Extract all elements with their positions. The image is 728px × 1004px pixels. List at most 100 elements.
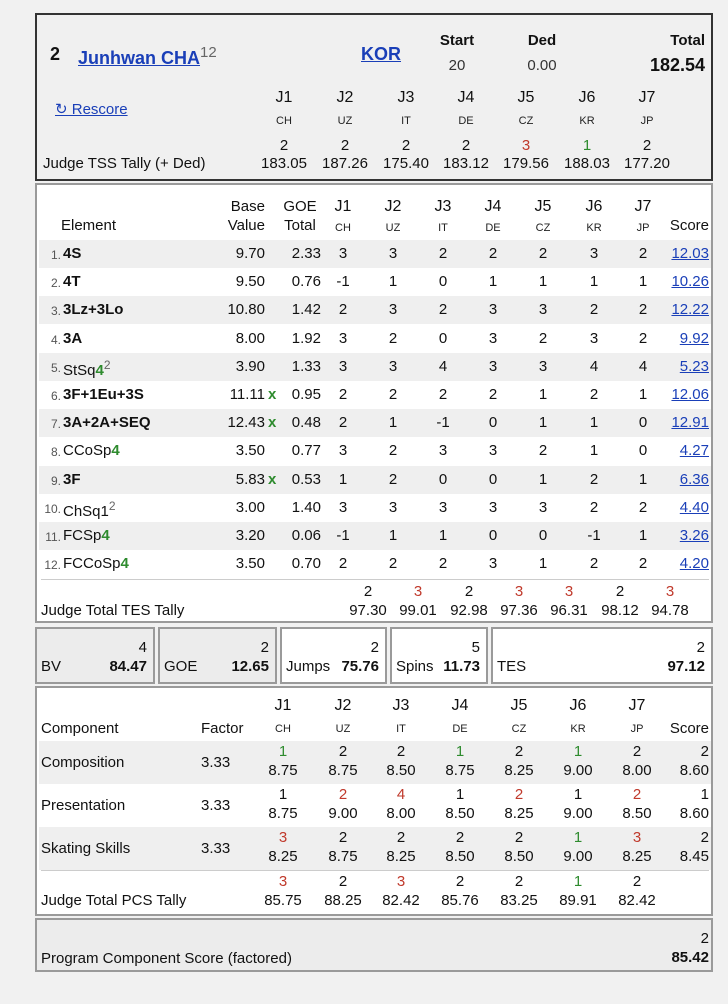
pc-judge-id-2: J2: [334, 697, 352, 714]
skater-rank: 2: [50, 44, 61, 64]
element-number: 8.: [50, 445, 61, 460]
tss-value-6: 188.03: [564, 155, 610, 172]
summary-value: 75.76: [341, 658, 379, 675]
element-judge-score-1: -1: [336, 527, 350, 544]
tss-value-3: 175.40: [383, 155, 429, 172]
element-name: 3A+2A+SEQ: [63, 414, 151, 431]
element-score-link[interactable]: 12.22: [671, 301, 709, 319]
pcs-value-6: 89.91: [559, 892, 597, 909]
element-base-value: 5.83: [235, 470, 265, 488]
element-score-link[interactable]: 4.20: [679, 555, 709, 573]
element-score-link[interactable]: 4.40: [679, 498, 709, 516]
component-judge-value-5: 8.50: [504, 848, 534, 865]
pcs-value-1: 85.75: [264, 892, 302, 909]
pc-judge-nat-5: CZ: [511, 723, 527, 735]
element-name: FCCoSp4: [63, 555, 129, 572]
component-header: Component: [41, 720, 119, 737]
total-value: 182.54: [649, 55, 705, 75]
element-code: 3Lz+3Lo: [63, 301, 124, 319]
judge-id-1: J1: [275, 89, 293, 106]
skater-name-link[interactable]: Junhwan CHA: [78, 48, 201, 68]
pcs-value-5: 83.25: [500, 892, 538, 909]
summary-line: Jumps 75.76: [286, 658, 379, 675]
element-judge-score-3: 4: [438, 357, 448, 375]
skater-header: 2 Junhwan CHA12 KOR Start 20 Ded 0.00 To…: [35, 13, 713, 181]
element-judge-score-7: 2: [638, 555, 648, 573]
summary-value: 84.47: [109, 658, 147, 675]
judge-id-5: J5: [517, 89, 535, 106]
el-judge-nat-6: KR: [586, 222, 602, 234]
summary-label: GOE: [164, 658, 198, 675]
tss-rank-2: 2: [340, 137, 350, 154]
tes-value-1: 97.30: [349, 602, 387, 619]
summary-value: 11.73: [443, 658, 480, 675]
element-judge-score-6: 3: [589, 245, 599, 262]
element-row: 4. 3A 8.00 1.92 3 2 0 3 2 3 2 9.92: [39, 324, 711, 353]
element-judge-score-1: 1: [338, 470, 348, 488]
program-value: 85.42: [671, 949, 709, 966]
element-score-link[interactable]: 10.26: [671, 273, 709, 291]
component-judge-rank-5: 2: [514, 743, 524, 760]
tes-divider: [41, 579, 709, 580]
component-score: 8.60: [679, 805, 709, 822]
el-judge-id-6: J6: [585, 198, 603, 215]
el-judge-nat-4: DE: [485, 222, 501, 234]
pcs-rank-5: 2: [514, 873, 524, 890]
component-judge-value-6: 9.00: [563, 805, 593, 822]
component-judge-value-6: 9.00: [563, 762, 593, 779]
element-judge-score-7: 4: [638, 357, 648, 375]
element-judge-score-2: 3: [388, 301, 398, 319]
element-number: 11.: [45, 530, 61, 544]
element-number: 7.: [50, 417, 61, 432]
component-judge-rank-5: 2: [514, 829, 524, 846]
element-score-link[interactable]: 12.91: [671, 414, 709, 432]
start-label: Start: [439, 32, 475, 49]
element-judge-score-1: 3: [338, 329, 348, 347]
skater-name-sup: 12: [200, 44, 217, 61]
element-name: 4S: [63, 245, 81, 262]
summary-rank: 2: [260, 639, 269, 656]
element-judge-score-1: -1: [336, 273, 350, 291]
element-name: 3Lz+3Lo: [63, 301, 123, 318]
pc-judge-id-4: J4: [451, 697, 469, 714]
element-score-link[interactable]: 5.23: [679, 357, 709, 375]
element-score-link[interactable]: 12.06: [671, 386, 709, 403]
pcs-rank-4: 2: [455, 873, 465, 890]
component-judge-rank-5: 2: [514, 786, 524, 803]
element-code: 3F+1Eu+3S: [63, 386, 144, 403]
element-judge-score-3: 3: [438, 442, 448, 460]
component-judge-rank-2: 2: [338, 829, 348, 846]
tes-label: Judge Total TES Tally: [41, 602, 185, 619]
country-link[interactable]: KOR: [361, 44, 401, 64]
summary-label: Spins: [396, 658, 434, 675]
component-judge-value-2: 9.00: [328, 805, 358, 822]
element-score-link[interactable]: 4.27: [679, 442, 709, 460]
element-judge-score-4: 0: [488, 527, 498, 544]
component-judge-rank-7: 2: [632, 743, 642, 760]
element-judge-score-5: 3: [538, 498, 548, 516]
element-score-link[interactable]: 12.03: [671, 245, 709, 262]
element-base-value: 9.70: [235, 245, 265, 262]
rescore-link[interactable]: ↻ Rescore: [55, 101, 128, 118]
tss-value-1: 183.05: [261, 155, 307, 172]
pc-judge-nat-6: KR: [570, 723, 586, 735]
program-score-panel: Program Component Score (factored) 2 85.…: [35, 918, 713, 972]
element-judge-score-5: 3: [538, 301, 548, 319]
element-judge-score-6: 1: [589, 273, 599, 291]
component-judge-value-5: 8.25: [504, 762, 534, 779]
element-score-link[interactable]: 9.92: [679, 329, 709, 347]
component-factor: 3.33: [201, 797, 231, 814]
component-judge-value-1: 8.25: [268, 848, 298, 865]
element-number: 3.: [50, 304, 61, 319]
pc-judge-nat-1: CH: [275, 723, 291, 735]
element-score-link[interactable]: 3.26: [679, 527, 709, 544]
component-judge-rank-7: 2: [632, 786, 642, 803]
tes-value-6: 98.12: [601, 602, 639, 619]
element-goe: 0.48: [291, 414, 321, 432]
element-judge-score-6: 1: [589, 442, 599, 460]
element-judge-score-1: 2: [338, 555, 348, 573]
element-score-link[interactable]: 6.36: [679, 470, 709, 488]
pc-judge-id-3: J3: [392, 697, 410, 714]
summary-value: 12.65: [231, 658, 269, 675]
component-name: Composition: [41, 754, 125, 771]
